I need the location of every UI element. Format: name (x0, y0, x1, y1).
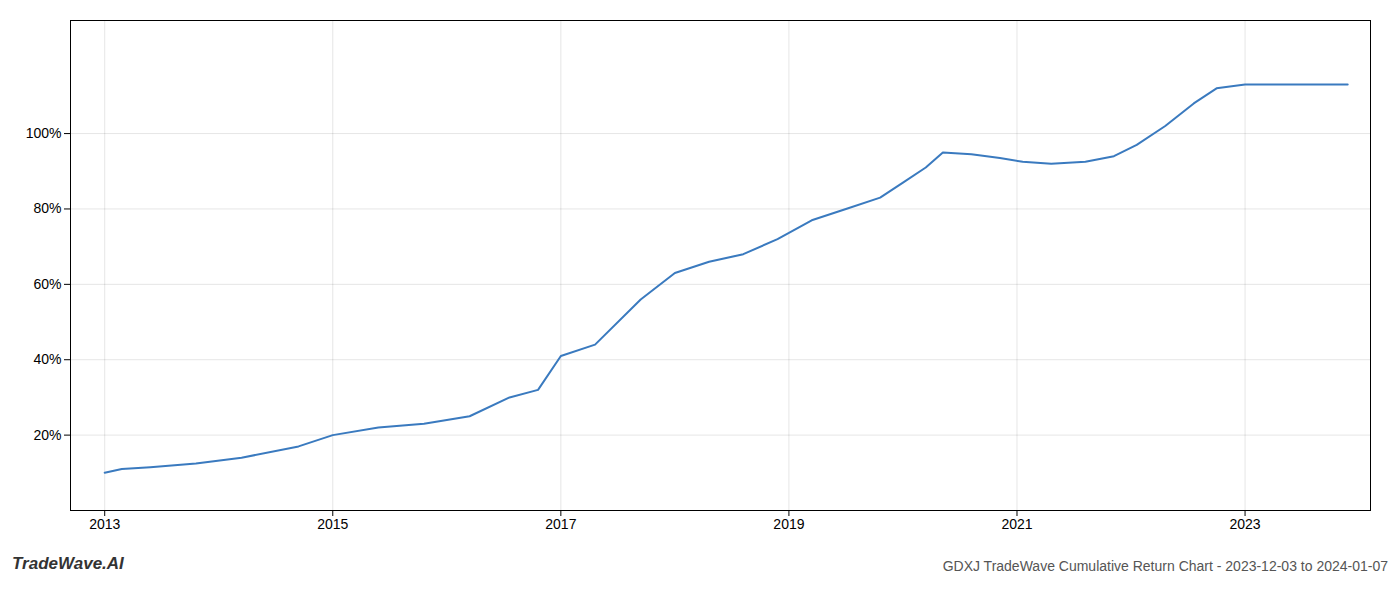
svg-text:2017: 2017 (545, 516, 576, 532)
svg-text:80%: 80% (33, 200, 61, 216)
svg-text:2013: 2013 (89, 516, 120, 532)
svg-text:40%: 40% (33, 351, 61, 367)
html-text:TradeWave.AI: TradeWave.AI (12, 554, 124, 573)
svg-text:2019: 2019 (773, 516, 804, 532)
svg-text:60%: 60% (33, 276, 61, 292)
svg-text:20%: 20% (33, 427, 61, 443)
svg-text:2021: 2021 (1001, 516, 1032, 532)
svg-text:2023: 2023 (1229, 516, 1260, 532)
svg-text:2015: 2015 (317, 516, 348, 532)
html-text:GDXJ TradeWave Cumulative Retu: GDXJ TradeWave Cumulative Return Chart -… (942, 558, 1388, 574)
svg-text:100%: 100% (26, 125, 62, 141)
